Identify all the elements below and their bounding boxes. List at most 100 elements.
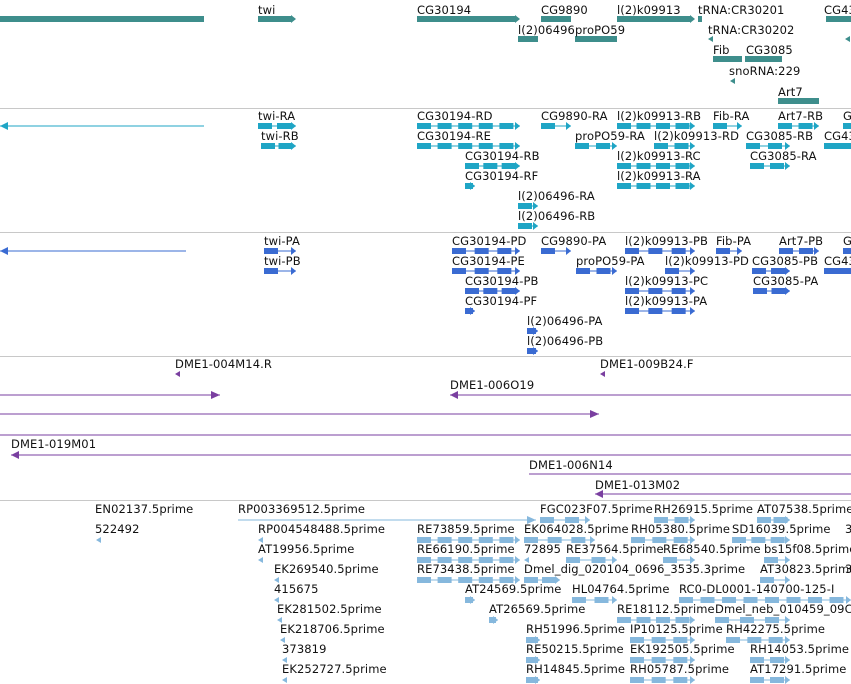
feature-label[interactable]: l(2)k09913-PA — [625, 294, 708, 308]
feature-glyph[interactable] — [0, 0, 851, 544]
feature-glyph[interactable] — [0, 0, 851, 130]
feature-glyph[interactable] — [0, 0, 851, 170]
feature-label[interactable]: RH51996.5prime — [526, 622, 626, 636]
feature-label[interactable]: Art7-PB — [779, 234, 824, 248]
feature-glyph[interactable] — [0, 0, 851, 564]
feature-label[interactable]: 72895 — [524, 542, 562, 556]
feature-label[interactable]: RH26915.5prime — [654, 502, 754, 516]
feature-glyph[interactable] — [0, 0, 851, 129]
feature-label[interactable]: CG3085-PB — [752, 254, 819, 268]
feature-glyph[interactable] — [0, 0, 851, 643]
feature-label[interactable]: twi-PB — [264, 254, 301, 268]
feature-label[interactable]: proPO59-PA — [576, 254, 645, 268]
feature-label[interactable]: AT07538.5prime — [757, 502, 851, 516]
feature-label[interactable]: RH42275.5prime — [726, 622, 826, 636]
feature-glyph[interactable] — [0, 0, 851, 664]
feature-glyph[interactable] — [0, 0, 851, 664]
feature-label[interactable]: RP004548488.5prime — [258, 522, 386, 536]
feature-label[interactable]: RE50215.5prime — [526, 642, 624, 656]
feature-glyph[interactable] — [0, 0, 851, 544]
feature-label[interactable]: l(2)k09913-RD — [654, 129, 740, 143]
feature-label[interactable]: DME1-004M14.R — [175, 357, 272, 371]
feature-glyph[interactable] — [0, 0, 851, 604]
feature-glyph[interactable] — [0, 0, 851, 418]
feature-label[interactable]: Dmel_dig_020104_0696_3535.3prime — [524, 562, 746, 576]
feature-label[interactable]: AT24569.5prime — [465, 582, 562, 596]
feature-glyph[interactable] — [0, 0, 851, 399]
feature-glyph[interactable] — [0, 0, 851, 563]
feature-label[interactable]: EK218706.5prime — [280, 622, 385, 636]
feature-glyph[interactable] — [0, 0, 851, 624]
feature-label[interactable]: AT19956.5prime — [258, 542, 355, 556]
feature-label[interactable]: twi-RB — [261, 129, 299, 143]
feature-label[interactable]: l(2)k09913-RB — [617, 109, 702, 123]
feature-glyph[interactable] — [0, 0, 851, 275]
feature-glyph[interactable] — [0, 0, 851, 563]
feature-glyph[interactable] — [0, 0, 851, 295]
feature-label[interactable]: CG3085-PA — [753, 274, 819, 288]
feature-label[interactable]: FGC023F07.5prime — [540, 502, 653, 516]
feature-glyph[interactable] — [0, 0, 851, 190]
feature-glyph[interactable] — [0, 0, 851, 584]
feature-glyph[interactable] — [0, 0, 851, 22]
feature-label[interactable]: l(2)k09913-RC — [617, 149, 701, 163]
feature-glyph[interactable] — [0, 0, 851, 130]
feature-glyph[interactable] — [0, 0, 851, 62]
feature-glyph[interactable] — [0, 0, 851, 149]
feature-label[interactable]: 373819 — [282, 642, 327, 656]
feature-label[interactable]: l(2)06496 — [518, 23, 575, 37]
feature-label[interactable]: EK269540.5prime — [274, 562, 379, 576]
feature-glyph[interactable] — [0, 0, 851, 42]
feature-glyph[interactable] — [0, 0, 851, 524]
feature-glyph[interactable] — [0, 0, 851, 498]
feature-glyph[interactable] — [0, 0, 851, 604]
feature-glyph[interactable] — [0, 0, 851, 255]
feature-label[interactable]: IP10125.5prime — [630, 622, 723, 636]
feature-glyph[interactable] — [0, 0, 851, 544]
feature-glyph[interactable] — [0, 0, 851, 22]
feature-label[interactable]: bs15f08.5prime — [764, 542, 851, 556]
feature-glyph[interactable] — [0, 0, 851, 230]
feature-label[interactable]: RH14845.5prime — [526, 662, 626, 676]
feature-label[interactable]: CG43 — [824, 254, 851, 268]
feature-label[interactable]: CG30194-PB — [465, 274, 539, 288]
feature-label[interactable]: 3 — [845, 522, 851, 536]
feature-label[interactable]: RH14053.5prime — [750, 642, 850, 656]
feature-glyph[interactable] — [0, 0, 851, 275]
feature-label[interactable]: RE66190.5prime — [417, 542, 515, 556]
feature-glyph[interactable] — [0, 0, 851, 377]
feature-label[interactable]: RE73859.5prime — [417, 522, 515, 536]
feature-glyph[interactable] — [0, 0, 851, 624]
feature-glyph[interactable] — [0, 0, 851, 584]
feature-glyph[interactable] — [0, 0, 851, 564]
feature-glyph[interactable] — [0, 0, 851, 436]
feature-glyph[interactable] — [0, 0, 851, 543]
feature-glyph[interactable] — [0, 0, 851, 42]
feature-label[interactable]: snoRNA:229 — [729, 64, 801, 78]
feature-glyph[interactable] — [0, 0, 851, 583]
feature-glyph[interactable] — [0, 0, 851, 584]
feature-label[interactable]: l(2)k09913-RA — [617, 169, 701, 183]
feature-glyph[interactable] — [0, 0, 851, 644]
feature-label[interactable]: DME1-019M01 — [11, 437, 97, 451]
feature-label[interactable]: l(2)06496-PB — [527, 334, 604, 348]
feature-label[interactable]: CG9890-RA — [541, 109, 608, 123]
feature-label[interactable]: CG30194-PE — [452, 254, 525, 268]
feature-label[interactable]: l(2)06496-RA — [518, 189, 595, 203]
feature-label[interactable]: CG43 — [824, 3, 851, 17]
feature-label[interactable]: 3 — [845, 562, 851, 576]
feature-label[interactable]: 522492 — [95, 522, 140, 536]
feature-label[interactable]: AT30823.5prime — [760, 562, 851, 576]
feature-label[interactable]: AT17291.5prime — [750, 662, 847, 676]
feature-glyph[interactable] — [0, 0, 851, 399]
feature-glyph[interactable] — [0, 0, 851, 150]
feature-label[interactable]: RE68540.5prime — [663, 542, 761, 556]
feature-label[interactable]: RH05787.5prime — [630, 662, 730, 676]
feature-label[interactable]: EK192505.5prime — [630, 642, 735, 656]
feature-label[interactable]: tRNA:CR30201 — [698, 3, 785, 17]
feature-label[interactable]: Art7 — [778, 85, 803, 99]
feature-label[interactable]: Fib-PA — [716, 234, 752, 248]
